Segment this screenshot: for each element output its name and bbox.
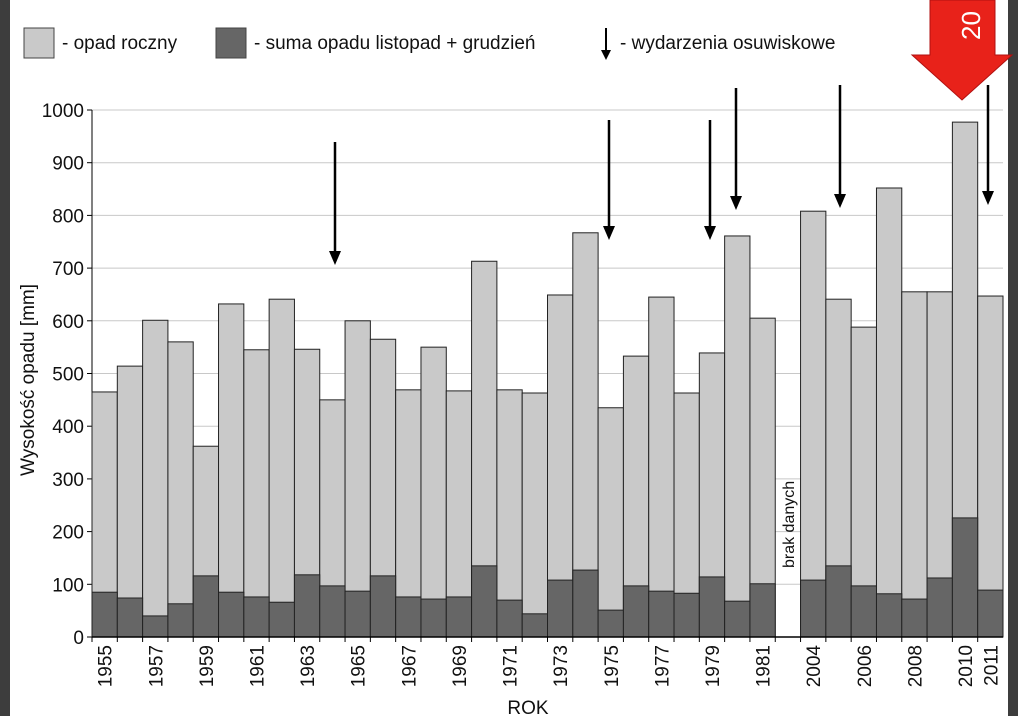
bar <box>598 610 623 637</box>
x-tick-label: 1973 <box>551 645 572 687</box>
bar <box>801 580 826 637</box>
bar <box>421 599 446 637</box>
y-tick-label: 200 <box>52 523 84 544</box>
x-tick-label: 1977 <box>652 645 673 687</box>
bar <box>345 591 370 637</box>
x-tick-label: 2008 <box>905 645 926 687</box>
bar <box>522 614 547 637</box>
bar <box>699 577 724 637</box>
x-tick-label: 1969 <box>450 645 471 687</box>
legend-swatch <box>24 28 54 58</box>
x-tick-label: 1975 <box>602 645 623 687</box>
legend-swatch <box>216 28 246 58</box>
x-tick-label: 1959 <box>197 645 218 687</box>
x-tick-label: 1981 <box>754 645 775 687</box>
bar <box>674 593 699 637</box>
y-tick-label: 400 <box>52 417 84 438</box>
y-tick-label: 100 <box>52 575 84 596</box>
bar <box>370 576 395 637</box>
bar <box>725 601 750 637</box>
bar <box>396 597 421 637</box>
bar <box>522 393 547 637</box>
bar <box>573 570 598 637</box>
bar <box>117 598 142 637</box>
bar <box>750 584 775 637</box>
bar <box>902 599 927 637</box>
legend-label: - suma opadu listopad + grudzień <box>254 33 535 54</box>
y-tick-label: 1000 <box>42 101 84 122</box>
bar <box>219 304 244 637</box>
bar <box>193 576 218 637</box>
bar <box>244 350 269 637</box>
x-tick-label: 1965 <box>349 645 370 687</box>
bar <box>826 566 851 637</box>
bar <box>801 211 826 637</box>
bar <box>548 580 573 637</box>
bar <box>725 236 750 637</box>
bar <box>269 602 294 637</box>
bar <box>472 566 497 637</box>
x-axis-label: ROK <box>507 698 549 716</box>
y-tick-label: 900 <box>52 154 84 175</box>
y-tick-label: 300 <box>52 470 84 491</box>
y-tick-label: 0 <box>73 628 84 649</box>
y-tick-label: 800 <box>52 206 84 227</box>
bar <box>143 320 168 637</box>
bar <box>117 366 142 637</box>
bar <box>876 188 901 637</box>
x-tick-label: 2006 <box>855 645 876 687</box>
overlay-text: 20 <box>956 11 986 40</box>
bar <box>978 296 1003 637</box>
x-tick-label: 1955 <box>96 645 117 687</box>
x-tick-label: 2004 <box>804 645 825 688</box>
bar <box>446 597 471 637</box>
bar <box>927 578 952 637</box>
x-tick-label: 2010 <box>956 645 977 687</box>
bar <box>168 604 193 637</box>
x-tick-label: 1961 <box>247 645 268 687</box>
bar <box>92 592 117 637</box>
x-tick-label: 1963 <box>298 645 319 687</box>
bar <box>269 299 294 637</box>
y-axis-label: Wysokość opadu [mm] <box>18 284 39 476</box>
bar <box>902 292 927 637</box>
bar <box>168 342 193 637</box>
y-tick-label: 600 <box>52 312 84 333</box>
bar <box>244 597 269 637</box>
x-tick-label: 1967 <box>399 645 420 687</box>
bar <box>623 586 648 637</box>
bar <box>143 616 168 637</box>
bar <box>345 321 370 637</box>
legend-label: - opad roczny <box>62 33 178 54</box>
x-tick-label: 2011 <box>981 645 1002 686</box>
annotation: brak danych <box>781 481 798 568</box>
bar <box>421 347 446 637</box>
bar <box>320 586 345 637</box>
bar <box>598 408 623 637</box>
x-tick-label: 1979 <box>703 645 724 687</box>
bar <box>219 592 244 637</box>
bar <box>294 575 319 637</box>
bar <box>978 590 1003 637</box>
bar <box>649 591 674 637</box>
bar <box>876 594 901 637</box>
y-tick-label: 700 <box>52 259 84 280</box>
bar <box>497 600 522 637</box>
legend-label: - wydarzenia osuwiskowe <box>620 33 835 54</box>
bar <box>649 297 674 637</box>
y-tick-label: 500 <box>52 365 84 386</box>
x-tick-label: 1971 <box>501 645 522 687</box>
chart: - opad roczny - suma opadu listopad + gr… <box>0 0 1018 716</box>
bar <box>952 518 977 637</box>
bar <box>851 586 876 637</box>
x-tick-label: 1957 <box>146 645 167 687</box>
